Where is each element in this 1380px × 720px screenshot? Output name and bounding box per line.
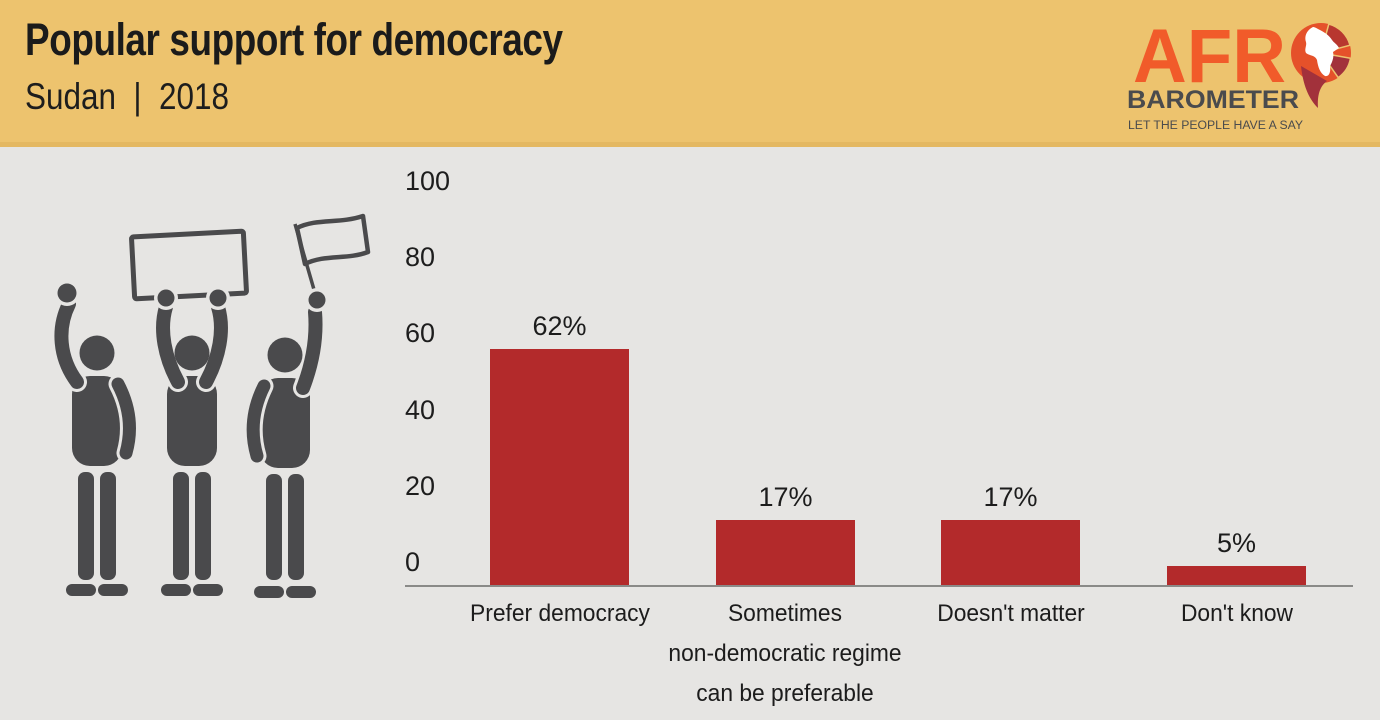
protester-middle-figure — [153, 286, 231, 596]
category-label-doesnt-matter: Doesn't matter — [937, 600, 1085, 627]
protester-left-figure — [51, 280, 139, 596]
header-band: Popular support for democracy Sudan | 20… — [0, 0, 1380, 147]
protester-right-figure — [243, 288, 329, 598]
bar-value-label: 62% — [532, 310, 587, 341]
bar-group: 17% — [716, 482, 855, 585]
bar-group: 62% — [490, 311, 629, 585]
logo-africa-globe-icon — [1291, 23, 1352, 108]
y-axis-tick: 100 — [405, 166, 451, 196]
logo-barometer-text: BAROMETER — [1127, 86, 1299, 114]
y-axis-tick: 40 — [405, 395, 436, 425]
protest-sign-icon — [129, 228, 249, 302]
y-axis-tick: 20 — [405, 471, 436, 501]
bar-sometimes-non-democratic — [716, 520, 855, 585]
category-label-sometimes-non-democratic: Sometimes non-democratic regime can be p… — [668, 600, 902, 707]
bar-value-label: 17% — [758, 482, 813, 513]
x-axis-line — [405, 585, 1353, 587]
category-label-prefer-democracy: Prefer democracy — [470, 600, 650, 627]
bar-value-label: 5% — [1216, 527, 1257, 558]
head — [79, 335, 115, 371]
y-axis-tick: 80 — [405, 242, 436, 272]
category-label-dont-know: Don't know — [1180, 600, 1294, 627]
head — [174, 335, 210, 371]
bar-value-label: 17% — [983, 482, 1038, 513]
page-title: Popular support for democracy — [25, 14, 563, 65]
y-axis-tick: 60 — [405, 318, 436, 348]
bar-dont-know — [1167, 565, 1306, 585]
afrobarometer-logo: AFR BAROMETER LET THE PEOPLE HAVE A SAY — [1127, 14, 1352, 132]
y-axis-tick: 0 — [405, 547, 421, 577]
raised-fist-icon — [57, 283, 77, 303]
protest-flag-icon — [293, 213, 371, 301]
page-subtitle: Sudan | 2018 — [25, 76, 230, 117]
bar-prefer-democracy — [490, 348, 629, 585]
bar-group: 5% — [1167, 528, 1306, 585]
logo-tagline-text: LET THE PEOPLE HAVE A SAY — [1128, 120, 1303, 132]
bar-doesnt-matter — [941, 520, 1080, 585]
protesters-illustration — [51, 213, 371, 598]
bar-group: 17% — [941, 482, 1080, 585]
logo-afro-text: AFR — [1133, 14, 1286, 99]
head — [267, 337, 303, 373]
